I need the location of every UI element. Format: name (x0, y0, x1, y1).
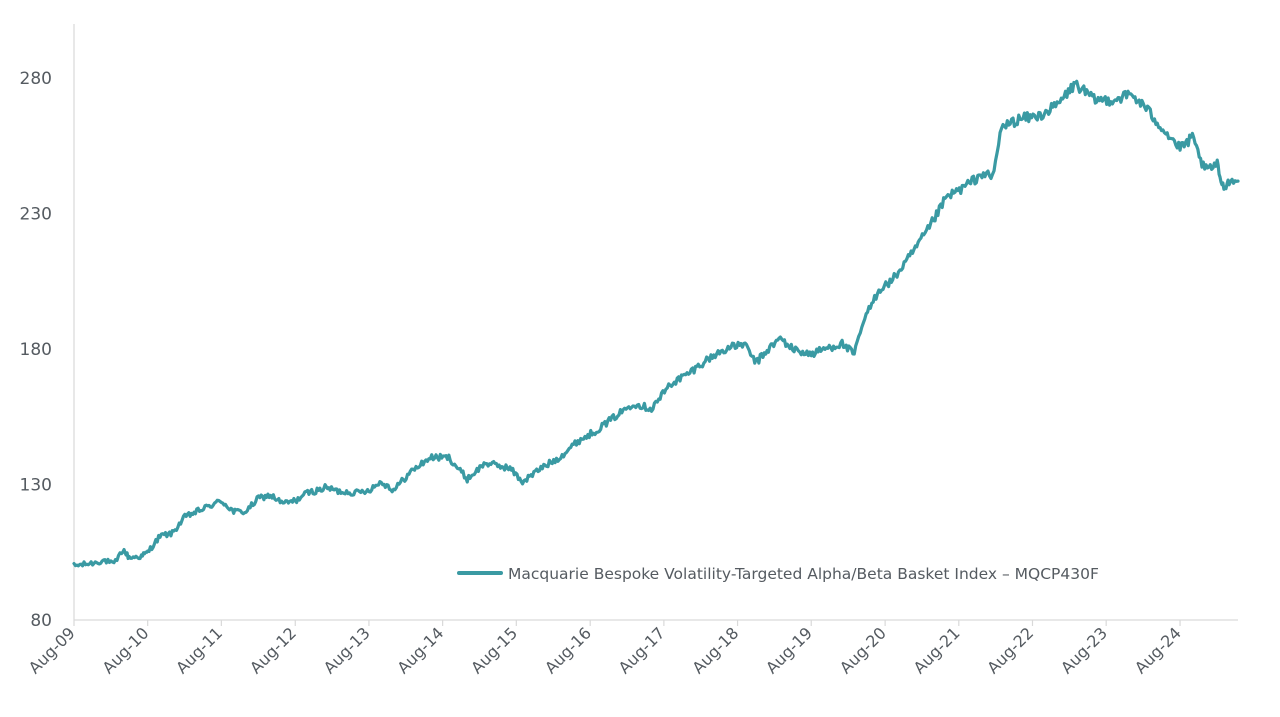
x-tick-label: Aug-24 (1131, 623, 1185, 677)
x-tick-label: Aug-13 (320, 623, 374, 677)
x-tick-label: Aug-09 (25, 623, 79, 677)
x-tick-label: Aug-17 (615, 623, 669, 677)
y-tick-label: 180 (20, 340, 52, 360)
legend-label: Macquarie Bespoke Volatility-Targeted Al… (508, 565, 1099, 583)
x-tick-label: Aug-15 (467, 623, 521, 677)
x-tick-label: Aug-20 (836, 623, 890, 677)
x-tick-label: Aug-11 (172, 623, 226, 677)
x-tick-label: Aug-22 (983, 623, 1037, 677)
x-tick-label: Aug-23 (1057, 623, 1111, 677)
x-tick-label: Aug-12 (246, 623, 300, 677)
plot-area (72, 79, 1240, 568)
x-tick-label: Aug-10 (99, 623, 153, 677)
series-line (72, 79, 1240, 568)
x-tick-label: Aug-21 (910, 623, 964, 677)
y-tick-label: 130 (20, 476, 52, 496)
y-tick-label: 280 (20, 69, 52, 89)
legend: Macquarie Bespoke Volatility-Targeted Al… (457, 565, 1099, 583)
y-tick-label: 80 (30, 611, 52, 631)
y-tick-label: 230 (20, 205, 52, 225)
x-tick-label: Aug-18 (688, 623, 742, 677)
x-tick-label: Aug-19 (762, 623, 816, 677)
x-tick-label: Aug-14 (393, 623, 447, 677)
x-tick-label: Aug-16 (541, 623, 595, 677)
